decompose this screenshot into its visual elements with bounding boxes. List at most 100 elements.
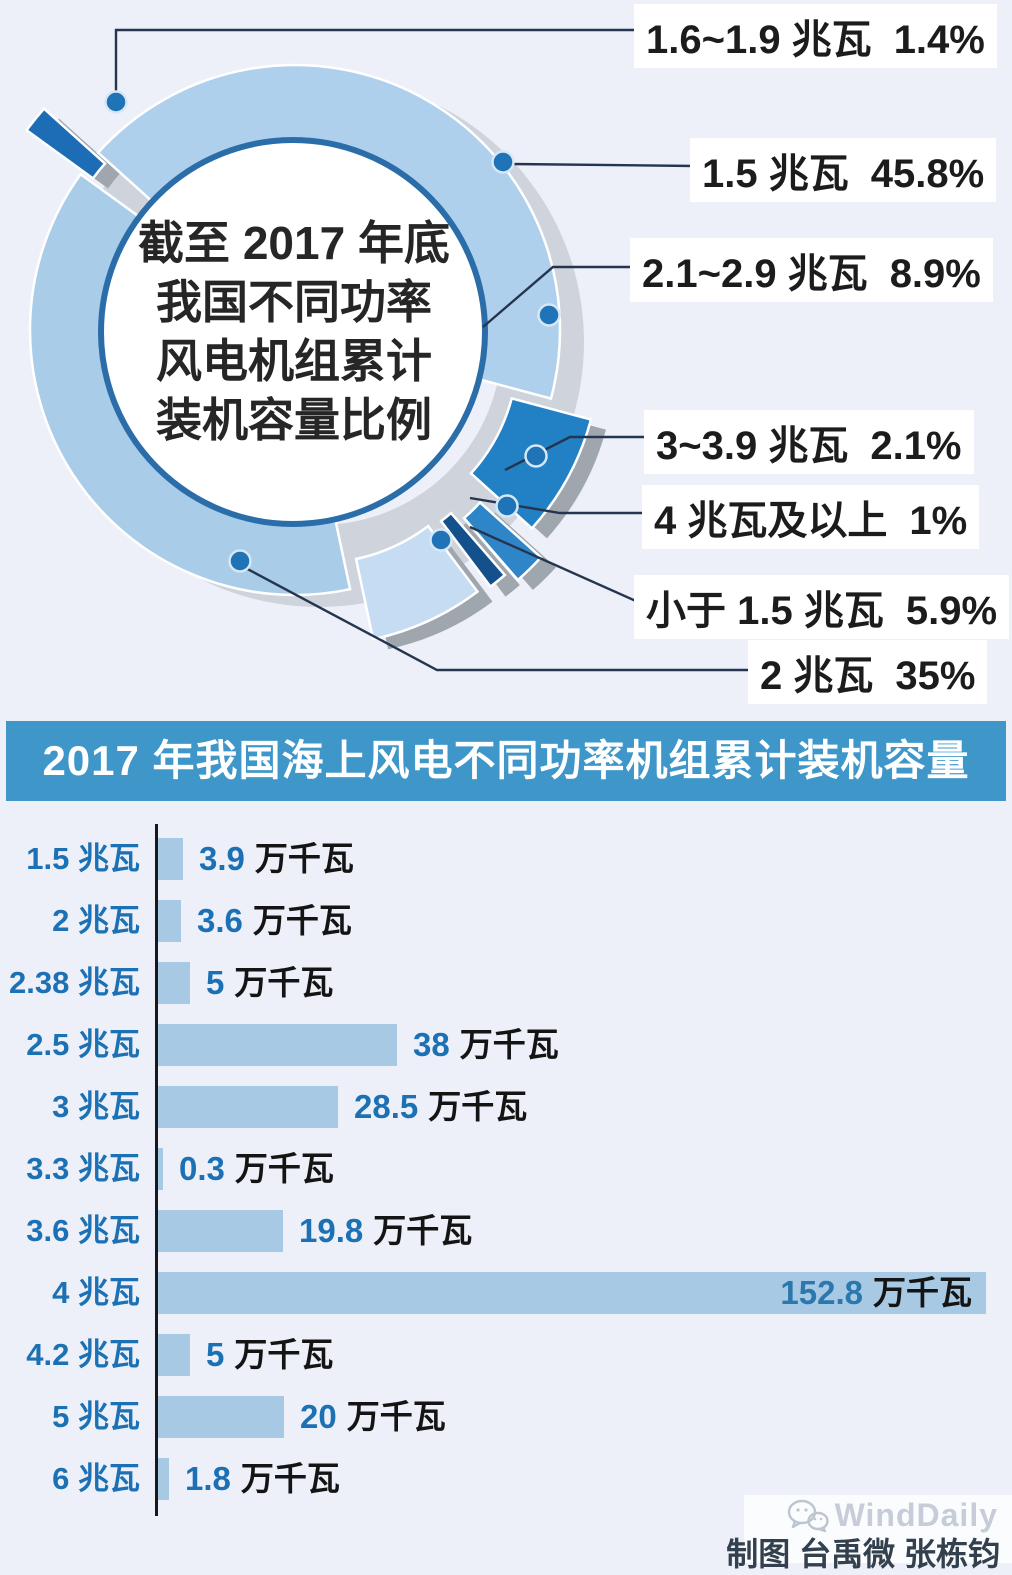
bar-value-label: 3.6 万千瓦 (197, 900, 352, 942)
pie-center-circle (98, 137, 488, 527)
pie-label-percent: 45.8% (870, 152, 985, 196)
pie-callout-dot (104, 90, 128, 114)
pie-slice (354, 524, 480, 641)
bar-chart-axis (155, 824, 158, 1516)
bar-row: 3 兆瓦 28.5 万千瓦 (0, 1076, 1012, 1138)
pie-callout-dot (524, 444, 548, 468)
bar-rect (158, 1210, 283, 1252)
bar-value-number: 0.3 (179, 1150, 225, 1187)
bar-rect (158, 962, 190, 1004)
bar-value-unit: 万千瓦 (873, 1274, 972, 1311)
pie-label-name: 3~3.9 兆瓦 (656, 424, 849, 468)
bar-value-number: 1.8 (185, 1460, 231, 1497)
bar-value-label: 20 万千瓦 (300, 1396, 446, 1438)
bar-value-label: 28.5 万千瓦 (354, 1086, 527, 1128)
bar-row: 2.38 兆瓦 5 万千瓦 (0, 952, 1012, 1014)
bar-value-number: 20 (300, 1398, 337, 1435)
bar-row: 4 兆瓦 152.8 万千瓦 (0, 1262, 1012, 1324)
pie-label: 3~3.9 兆瓦 2.1% (644, 410, 974, 474)
bar-value-unit: 万千瓦 (254, 840, 354, 877)
pie-label-name: 2.1~2.9 兆瓦 (642, 252, 868, 296)
pie-label-name: 1.5 兆瓦 (702, 152, 849, 196)
bar-row: 6 兆瓦 1.8 万千瓦 (0, 1448, 1012, 1510)
bar-category-label: 3.6 兆瓦 (26, 1213, 140, 1248)
bar-value-number: 28.5 (354, 1088, 419, 1125)
bar-chart: 1.5 兆瓦 3.9 万千瓦 2 兆瓦 3.6 万千瓦 2.38 兆瓦 5 万千瓦 2.5 兆瓦 3… (0, 824, 1012, 1528)
bar-value-label: 1.8 万千瓦 (185, 1458, 340, 1500)
pie-title-line: 风电机组累计 (156, 335, 432, 387)
pie-title-line: 装机容量比例 (156, 393, 432, 446)
pie-label-name: 4 兆瓦及以上 (654, 499, 888, 543)
pie-leader-line (469, 525, 639, 604)
bar-row: 5 兆瓦 20 万千瓦 (0, 1386, 1012, 1448)
bar-value-number: 5 (206, 1336, 225, 1373)
bar-value-number: 3.6 (197, 902, 243, 939)
bar-rect (158, 1396, 284, 1438)
bar-value-unit: 万千瓦 (234, 1336, 334, 1373)
donut-chart (24, 28, 753, 672)
wechat-icon (787, 1499, 829, 1532)
bar-value-label: 152.8 万千瓦 (780, 1272, 972, 1314)
bar-value-unit: 万千瓦 (252, 902, 352, 939)
bar-row: 4.2 兆瓦 5 万千瓦 (0, 1324, 1012, 1386)
bar-rect (158, 900, 181, 942)
bar-row: 1.5 兆瓦 3.9 万千瓦 (0, 828, 1012, 890)
credit-text: 制图 台禹微 张栋钧 (726, 1536, 1000, 1572)
bar-rect (158, 1086, 338, 1128)
bar-row: 2.5 兆瓦 38 万千瓦 (0, 1014, 1012, 1076)
pie-label-percent: 1.4% (893, 18, 985, 62)
pie-leader-line (511, 162, 696, 168)
pie-leader-line (239, 563, 753, 672)
bar-rect (158, 1458, 169, 1500)
bar-value-number: 38 (413, 1026, 450, 1063)
bar-row: 3.6 兆瓦 19.8 万千瓦 (0, 1200, 1012, 1262)
bar-rect (158, 1148, 163, 1190)
bar-category-label: 4 兆瓦 (52, 1275, 140, 1310)
bar-rect (158, 838, 183, 880)
pie-callout-dot (491, 150, 515, 174)
pie-slice (439, 511, 507, 589)
bar-category-label: 5 兆瓦 (52, 1399, 140, 1434)
bar-value-unit: 万千瓦 (373, 1212, 473, 1249)
pie-title-line: 截至 2017 年底 (138, 217, 450, 270)
bar-value-number: 152.8 (780, 1274, 863, 1311)
donut-chart-section: 截至 2017 年底 我国不同功率 风电机组累计 装机容量比例 1.6~1.9 … (0, 0, 1012, 715)
pie-center-title: 截至 2017 年底 我国不同功率 风电机组累计 装机容量比例 (103, 142, 485, 522)
bar-value-label: 5 万千瓦 (206, 962, 333, 1004)
pie-label-percent: 1% (909, 499, 968, 543)
winddaily-text: WindDaily (834, 1497, 998, 1533)
pie-label: 小于 1.5 兆瓦 5.9% (634, 575, 1010, 639)
bar-category-label: 3.3 兆瓦 (26, 1151, 140, 1186)
bar-value-number: 5 (206, 964, 225, 1001)
winddaily-watermark: WindDaily (785, 1497, 998, 1534)
pie-label: 2.1~2.9 兆瓦 8.9% (630, 238, 993, 302)
pie-callout-dot (495, 494, 519, 518)
bar-category-label: 2 兆瓦 (52, 903, 140, 938)
bar-value-unit: 万千瓦 (234, 1150, 334, 1187)
bar-rect (158, 1024, 397, 1066)
bar-value-unit: 万千瓦 (234, 964, 334, 1001)
pie-callout-dot (429, 528, 453, 552)
bar-row: 2 兆瓦 3.6 万千瓦 (0, 890, 1012, 952)
bar-value-number: 3.9 (199, 840, 245, 877)
pie-label-percent: 2.1% (870, 424, 962, 468)
pie-slice (24, 106, 107, 181)
pie-leader-line (114, 28, 640, 98)
pie-label: 4 兆瓦及以上 1% (642, 485, 980, 549)
bar-value-unit: 万千瓦 (346, 1398, 446, 1435)
pie-label-percent: 5.9% (905, 589, 998, 633)
bar-value-label: 3.9 万千瓦 (199, 838, 354, 880)
bar-value-label: 5 万千瓦 (206, 1334, 333, 1376)
pie-label-percent: 35% (895, 654, 976, 698)
credits: WindDaily 制图 台禹微 张栋钧 (726, 1495, 1012, 1572)
bar-row: 3.3 兆瓦 0.3 万千瓦 (0, 1138, 1012, 1200)
pie-label-name: 小于 1.5 兆瓦 (646, 589, 884, 633)
pie-label-name: 1.6~1.9 兆瓦 (646, 18, 872, 62)
bar-rect (158, 1272, 986, 1314)
pie-title-line: 我国不同功率 (156, 276, 432, 329)
bar-value-label: 38 万千瓦 (413, 1024, 559, 1066)
bar-value-unit: 万千瓦 (459, 1026, 559, 1063)
bar-rect (158, 1334, 190, 1376)
bar-category-label: 6 兆瓦 (52, 1461, 140, 1496)
